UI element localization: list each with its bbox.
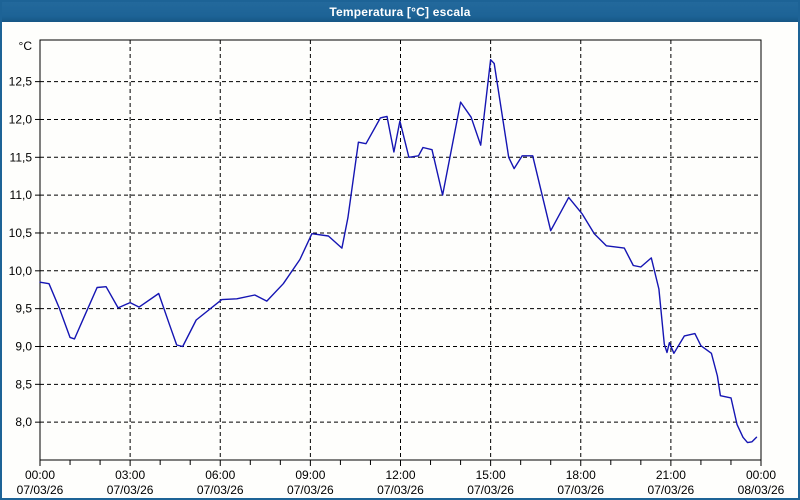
data-series xyxy=(39,59,758,444)
x-tick-date-label: 07/03/26 xyxy=(467,483,514,497)
axis-labels: 8,0 8,5 9,0 9,5 10,0 10,5 11,0 11,5 12,0 12,5 °C 00… xyxy=(9,39,785,497)
y-tick-label: 11,5 xyxy=(10,150,33,164)
x-tick-date-label: 07/03/26 xyxy=(17,483,64,497)
x-tick-date-label: 08/03/26 xyxy=(738,483,785,497)
y-tick-label: 9,5 xyxy=(15,302,32,316)
window-titlebar: Temperatura [°C] escala xyxy=(2,2,798,22)
x-tick-time-label: 00:00 xyxy=(25,468,55,482)
x-tick-date-label: 07/03/26 xyxy=(287,483,334,497)
x-tick-date-label: 07/03/26 xyxy=(197,483,244,497)
x-tick-date-label: 07/03/26 xyxy=(107,483,154,497)
x-tick-date-label: 07/03/26 xyxy=(557,483,604,497)
y-tick-label: 8,5 xyxy=(15,377,32,391)
x-tick-time-label: 21:00 xyxy=(656,468,686,482)
x-tick-time-label: 18:00 xyxy=(566,468,596,482)
window-title: Temperatura [°C] escala xyxy=(329,5,471,19)
y-tick-label: 8,0 xyxy=(15,415,32,429)
y-tick-label: 9,0 xyxy=(15,339,32,353)
x-tick-time-label: 03:00 xyxy=(115,468,145,482)
temperature-series-line xyxy=(39,59,758,444)
x-tick-time-label: 15:00 xyxy=(476,468,506,482)
x-tick-date-label: 07/03/26 xyxy=(648,483,695,497)
y-tick-label: 12,0 xyxy=(9,112,33,126)
y-tick-label: 10,0 xyxy=(9,264,33,278)
y-tick-label: 10,5 xyxy=(9,226,33,240)
x-tick-time-label: 00:00 xyxy=(746,468,776,482)
chart-region: 8,0 8,5 9,0 9,5 10,0 10,5 11,0 11,5 12,0 12,5 °C 00… xyxy=(2,22,798,498)
x-tick-time-label: 06:00 xyxy=(205,468,235,482)
axis-ticks xyxy=(35,81,762,466)
x-tick-time-label: 12:00 xyxy=(385,468,415,482)
x-tick-time-label: 09:00 xyxy=(295,468,325,482)
y-tick-label: 11,0 xyxy=(10,188,33,202)
grid-lines xyxy=(40,40,761,460)
y-tick-label: 12,5 xyxy=(9,75,33,89)
x-tick-date-label: 07/03/26 xyxy=(377,483,424,497)
y-axis-unit-label: °C xyxy=(19,39,33,53)
temperature-line-chart: 8,0 8,5 9,0 9,5 10,0 10,5 11,0 11,5 12,0 12,5 °C 00… xyxy=(9,39,785,497)
